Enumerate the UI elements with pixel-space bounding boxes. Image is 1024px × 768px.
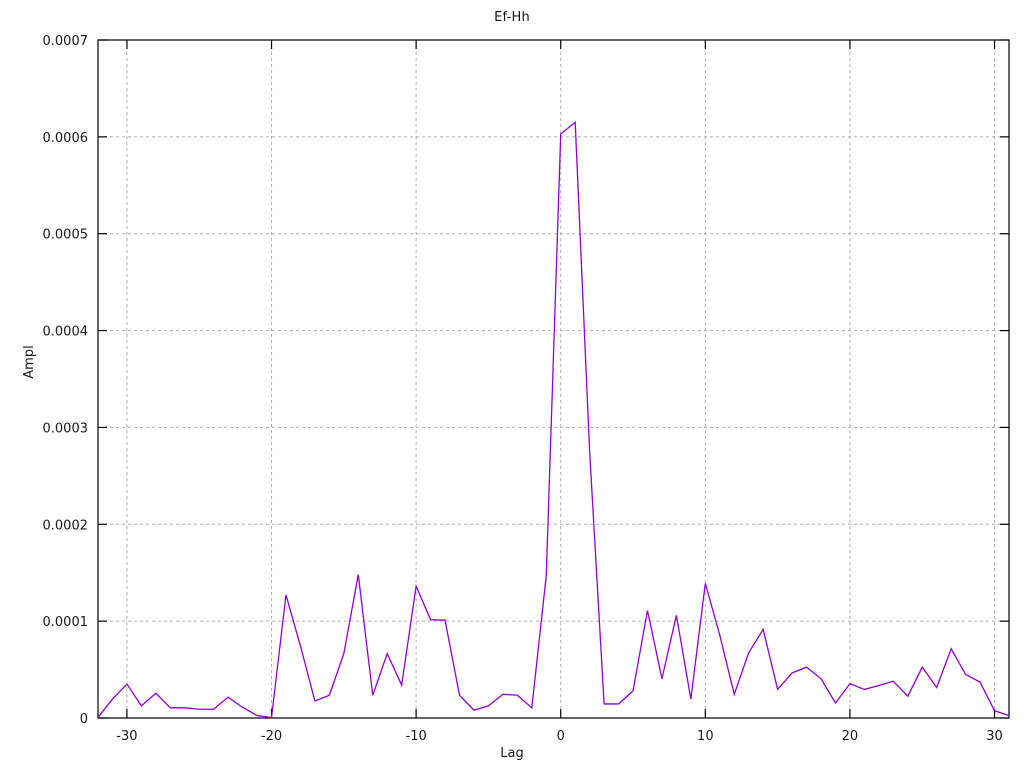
y-tick-label: 0.0005 [43,228,89,243]
x-tick-label: 10 [697,729,714,744]
page-title: Ef-Hh [494,10,530,25]
x-tick-label: -30 [116,729,137,744]
x-tick-label: -10 [406,729,427,744]
x-tick-label: 0 [557,729,565,744]
axis-ticks [98,39,1009,719]
plot-border [97,39,1010,719]
y-tick-label: 0.0007 [43,34,89,49]
axis-frame [97,39,1010,719]
y-tick-label: 0.0002 [43,518,89,533]
y-tick-label: 0.0004 [43,325,89,340]
y-tick-label: 0 [80,712,88,727]
y-tick-label: 0.0001 [43,615,89,630]
y-tick-label: 0.0003 [43,421,89,436]
data-series-line [97,121,1010,719]
y-tick-label: 0.0006 [43,131,89,146]
x-tick-label: -20 [261,729,282,744]
axis-tick-labels: 0 0.0001 0.0002 0.0003 0.0004 0.0005 0.0006 0.0… [43,34,1003,744]
gridlines [98,40,1009,718]
x-axis-label: Lag [500,746,524,761]
x-tick-label: 30 [986,729,1003,744]
x-tick-label: 20 [842,729,859,744]
